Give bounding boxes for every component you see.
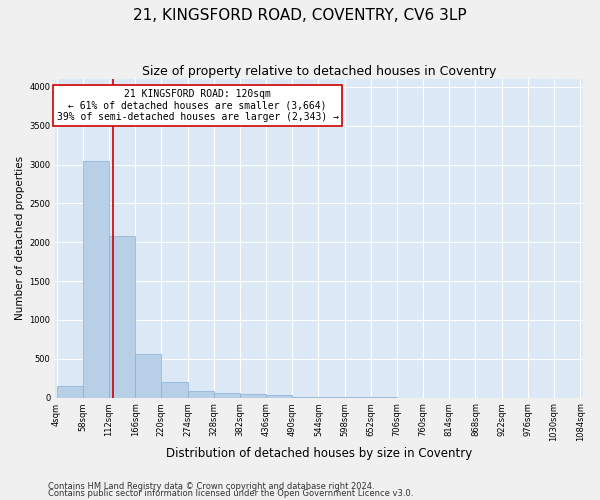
- Y-axis label: Number of detached properties: Number of detached properties: [15, 156, 25, 320]
- Bar: [161, 382, 188, 398]
- Text: Contains HM Land Registry data © Crown copyright and database right 2024.: Contains HM Land Registry data © Crown c…: [48, 482, 374, 491]
- X-axis label: Distribution of detached houses by size in Coventry: Distribution of detached houses by size …: [166, 447, 472, 460]
- Bar: [135, 354, 161, 398]
- Text: 21, KINGSFORD ROAD, COVENTRY, CV6 3LP: 21, KINGSFORD ROAD, COVENTRY, CV6 3LP: [133, 8, 467, 22]
- Title: Size of property relative to detached houses in Coventry: Size of property relative to detached ho…: [142, 65, 496, 78]
- Bar: [214, 393, 240, 398]
- Text: Contains public sector information licensed under the Open Government Licence v3: Contains public sector information licen…: [48, 489, 413, 498]
- Bar: [188, 392, 214, 398]
- Text: 21 KINGSFORD ROAD: 120sqm
← 61% of detached houses are smaller (3,664)
39% of se: 21 KINGSFORD ROAD: 120sqm ← 61% of detac…: [56, 88, 338, 122]
- Bar: [56, 386, 83, 398]
- Bar: [240, 394, 266, 398]
- Bar: [292, 397, 319, 398]
- Bar: [109, 236, 135, 398]
- Bar: [83, 160, 109, 398]
- Bar: [266, 395, 292, 398]
